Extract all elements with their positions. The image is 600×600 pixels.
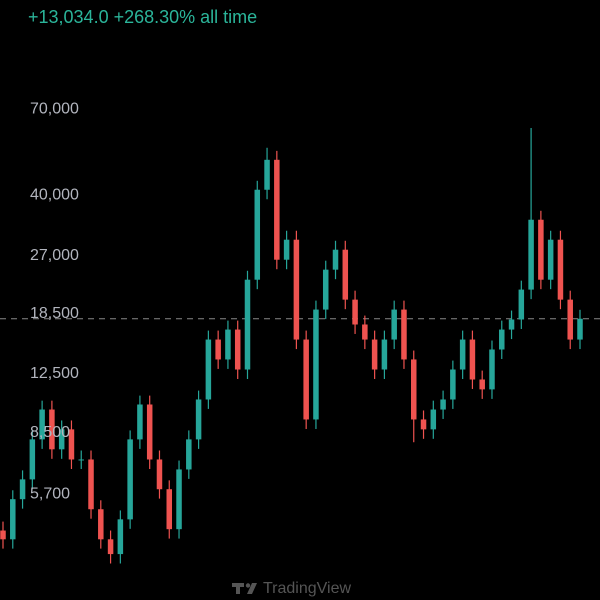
watermark: TradingView bbox=[263, 580, 351, 597]
candle-body bbox=[410, 359, 417, 420]
candle-body bbox=[107, 539, 114, 555]
candle-body bbox=[557, 239, 564, 300]
candle-body bbox=[352, 299, 358, 325]
candle-body bbox=[313, 309, 319, 420]
candle-body bbox=[10, 499, 16, 540]
candle-body bbox=[186, 439, 192, 470]
candle-body bbox=[244, 279, 251, 370]
candle-body bbox=[430, 409, 437, 430]
candle-body bbox=[58, 429, 65, 450]
candle-body bbox=[254, 189, 261, 280]
candle-body bbox=[381, 339, 388, 370]
candle-body bbox=[362, 324, 368, 340]
candle-body bbox=[469, 339, 476, 380]
candle-body bbox=[146, 404, 153, 460]
candle-body bbox=[19, 479, 26, 500]
candle-body bbox=[577, 318, 583, 340]
candle-body bbox=[49, 409, 55, 450]
candle-body bbox=[459, 339, 466, 370]
candle-body bbox=[440, 399, 446, 410]
candle-body bbox=[528, 219, 534, 290]
candle-body bbox=[68, 429, 75, 460]
candle-body bbox=[391, 309, 397, 340]
y-tick-label: 40,000 bbox=[30, 186, 79, 203]
watermark-logo bbox=[232, 583, 257, 594]
candle-body bbox=[371, 339, 378, 370]
candle-body bbox=[88, 459, 94, 510]
candle-body bbox=[567, 299, 573, 340]
candle-body bbox=[39, 409, 45, 440]
y-tick-label: 5,700 bbox=[30, 485, 70, 502]
candle-body bbox=[518, 289, 525, 320]
candle-body bbox=[508, 319, 515, 330]
candle-body bbox=[29, 439, 36, 480]
candle-body bbox=[547, 239, 554, 280]
candle-body bbox=[499, 329, 505, 350]
plot-area: 70,000 40,000 27,000 18,500 12,500 8,500 5,700 bbox=[0, 101, 600, 564]
candle-body bbox=[264, 159, 270, 190]
candle-body bbox=[274, 159, 280, 260]
candle-body bbox=[78, 459, 84, 461]
y-tick-label: 70,000 bbox=[30, 101, 79, 118]
candle-body bbox=[322, 269, 329, 310]
candle-body bbox=[117, 519, 124, 555]
y-tick-label: 27,000 bbox=[30, 247, 79, 264]
performance-header: +13,034.0 +268.30% all time bbox=[28, 7, 257, 27]
candle-body bbox=[479, 379, 485, 390]
y-tick-label: 8,500 bbox=[30, 424, 70, 441]
candle-body bbox=[293, 239, 300, 340]
candle-body bbox=[98, 509, 104, 540]
candle-body bbox=[205, 339, 212, 400]
candle-body bbox=[195, 399, 202, 440]
candle-body bbox=[303, 339, 309, 420]
candle-body bbox=[215, 339, 221, 360]
candle-body bbox=[0, 530, 6, 540]
y-tick-label: 18,500 bbox=[30, 305, 79, 322]
candle-body bbox=[234, 329, 241, 370]
candle-body bbox=[283, 239, 290, 260]
candle-body bbox=[137, 404, 143, 440]
candle-body bbox=[127, 439, 133, 520]
candle-body bbox=[420, 419, 427, 430]
y-tick-label: 12,500 bbox=[30, 365, 79, 382]
candle-body bbox=[176, 469, 182, 530]
candle-body bbox=[401, 309, 407, 360]
candle-body bbox=[332, 249, 339, 270]
candle-body bbox=[156, 459, 163, 490]
candle-body bbox=[489, 349, 495, 390]
candle-body bbox=[450, 369, 456, 400]
candle-body bbox=[342, 249, 349, 300]
candle-body bbox=[538, 219, 544, 280]
candle-body bbox=[225, 329, 231, 360]
candle-body bbox=[166, 489, 173, 530]
